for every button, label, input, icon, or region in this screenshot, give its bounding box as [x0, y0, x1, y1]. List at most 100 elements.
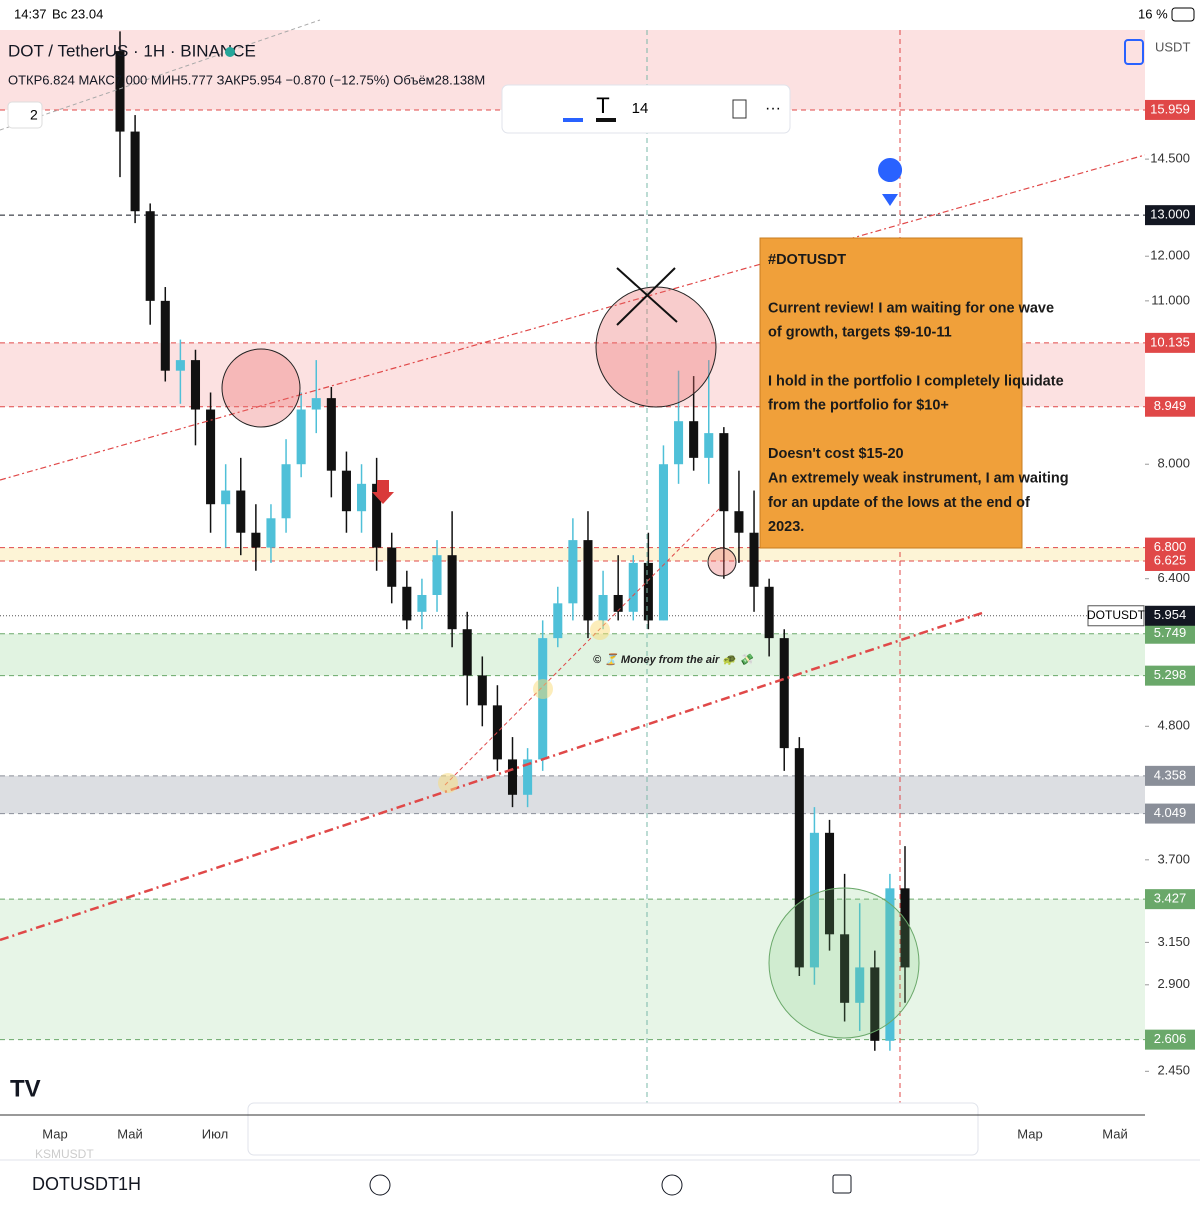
- info-button[interactable]: [661, 1174, 683, 1196]
- zone: [0, 899, 1145, 1040]
- battery-icon: [1171, 7, 1195, 22]
- candle-body: [417, 594, 427, 612]
- candle-body: [598, 594, 608, 621]
- candle-body: [492, 705, 502, 760]
- price-badge: [1145, 1029, 1195, 1050]
- candle-body: [341, 470, 351, 512]
- dot-mark: [438, 773, 458, 793]
- candle-body: [236, 490, 246, 533]
- bottom-symbol[interactable]: DOTUSDT: [32, 1174, 119, 1194]
- text-color-swatch[interactable]: [596, 118, 616, 122]
- note-line: An extremely weak instrument, I am waiti…: [768, 471, 1069, 487]
- price-badge-label: 4.049: [1154, 805, 1187, 820]
- y-tick-label: 11.000: [1151, 292, 1190, 307]
- price-badge-label: 3.427: [1154, 891, 1187, 906]
- arrow-marker: [372, 480, 394, 504]
- candle-body: [387, 547, 397, 587]
- note-line: #DOTUSDT: [768, 252, 846, 268]
- battery: 16 %: [1138, 6, 1168, 21]
- dot-mark: [590, 620, 610, 640]
- candle-body: [130, 131, 140, 212]
- annotation: © ⏳ Money from the air 🐢 💸: [593, 653, 755, 666]
- x-tick-label: Июл: [202, 1126, 228, 1141]
- candle-body: [704, 433, 714, 458]
- more-button[interactable]: ···: [765, 100, 781, 117]
- cross: [616, 267, 676, 326]
- circle-mark: [221, 348, 301, 428]
- candle-body: [145, 211, 155, 301]
- price-badge-label: 13.000: [1150, 207, 1190, 222]
- ghost-symbol: KSMUSDT: [35, 1147, 94, 1161]
- price-badge-label: 5.749: [1154, 625, 1187, 640]
- candle-body: [190, 360, 201, 410]
- indicator-toggle[interactable]: [7, 101, 43, 129]
- price-badge: [1145, 99, 1195, 120]
- candle-body: [855, 967, 865, 1003]
- y-tick-label: 2.450: [1157, 1063, 1190, 1078]
- price-badge-label: 6.800: [1154, 539, 1187, 554]
- price-badge-label: 4.358: [1154, 767, 1187, 782]
- candle-body: [900, 888, 910, 968]
- price-badge: [1145, 396, 1195, 417]
- candle-body: [402, 586, 412, 621]
- candle-body: [326, 398, 336, 471]
- price-badge: [1145, 803, 1195, 824]
- candle-body: [266, 518, 276, 548]
- candle-body: [749, 532, 759, 587]
- dot-mark: [533, 679, 553, 699]
- circle-mark: [707, 547, 737, 577]
- candle-body: [794, 748, 804, 968]
- price-badge: [1145, 889, 1195, 910]
- candle-body: [357, 483, 367, 512]
- layout-button[interactable]: [832, 1174, 852, 1194]
- circle-mark: [768, 887, 920, 1039]
- y-tick-label: 3.700: [1157, 851, 1190, 866]
- candle-body: [583, 540, 593, 621]
- candle-body: [613, 594, 623, 612]
- candle-body: [870, 967, 880, 1041]
- candle-body: [674, 421, 684, 465]
- bottom-interval[interactable]: 1H: [118, 1174, 141, 1194]
- candle-body: [523, 759, 533, 795]
- candle-body: [658, 464, 668, 621]
- price-badge-label: 10.135: [1150, 334, 1190, 349]
- price-badge-label: 5.298: [1154, 667, 1187, 682]
- candle-body: [809, 832, 819, 968]
- circle-mark: [595, 286, 717, 408]
- note-line: from the portfolio for $10+: [768, 398, 949, 414]
- x-tick-label: Май: [1102, 1126, 1127, 1141]
- color-swatch[interactable]: [563, 118, 583, 122]
- trend-line: [444, 507, 721, 786]
- price-badge: [1145, 665, 1195, 686]
- candle-body: [553, 603, 563, 639]
- price-badge-label: 6.625: [1154, 552, 1187, 567]
- y-tick-label: 12.000: [1150, 248, 1190, 263]
- y-tick-label: 6.400: [1157, 570, 1190, 585]
- currency[interactable]: USDT: [1155, 39, 1190, 54]
- note-line: for an update of the lows at the end of: [768, 495, 1030, 511]
- note-line: of growth, targets $9-10-11: [768, 325, 952, 341]
- add-button[interactable]: [369, 1174, 391, 1196]
- last-price-tag: [1087, 605, 1145, 627]
- y-tick-label: 14.500: [1150, 151, 1190, 166]
- candle-body: [885, 888, 895, 1041]
- candle-body: [206, 409, 216, 505]
- price-badge: [1145, 332, 1195, 353]
- delete-button[interactable]: [732, 99, 747, 119]
- text-tool[interactable]: T: [596, 93, 609, 118]
- y-tick-label: 8.000: [1157, 456, 1190, 471]
- note-line: Doesn't cost $15-20: [768, 446, 904, 462]
- ohlc: ОТКР6.824 МАКС7.000 МИН5.777 ЗАКР5.954 −…: [8, 72, 485, 87]
- price-badge: [1145, 765, 1195, 786]
- candle-body: [160, 300, 170, 371]
- note-line: I hold in the portfolio I completely liq…: [768, 373, 1064, 389]
- font-size[interactable]: 14: [632, 100, 649, 117]
- candle-body: [568, 540, 578, 604]
- logo: TV: [10, 1075, 41, 1102]
- trend-line: [0, 154, 1146, 481]
- note-line: 2023.: [768, 519, 804, 535]
- candle-body: [689, 421, 699, 458]
- compare-button[interactable]: [1124, 39, 1144, 65]
- price-badge-label: 15.959: [1150, 101, 1190, 116]
